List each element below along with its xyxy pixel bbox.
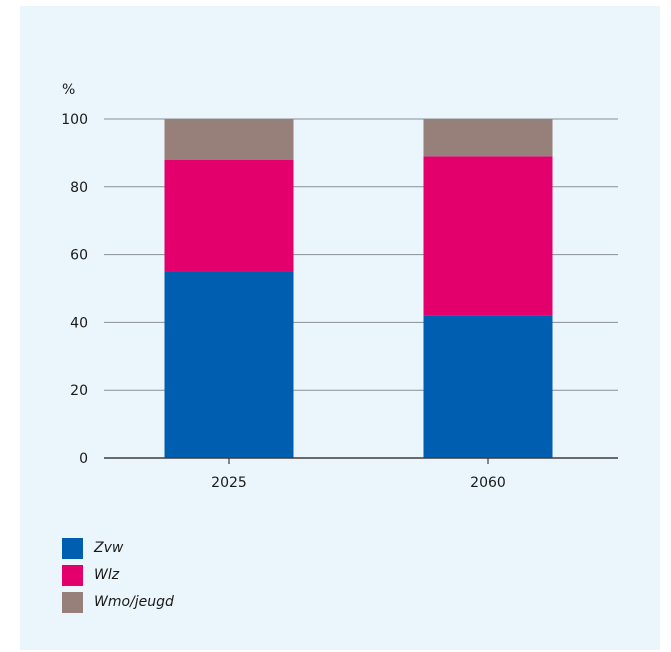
legend-label-zvw: Zvw — [94, 540, 124, 556]
y-tick-label-60: 60 — [70, 248, 88, 264]
legend-swatch-wlz — [62, 564, 83, 586]
legend-label-wmo-jeugd: Wmo/jeugd — [94, 594, 174, 610]
bar-2025-wmo-jeugd — [164, 119, 294, 160]
legend-swatch-zvw — [62, 537, 83, 559]
bar-2060-zvw — [423, 315, 553, 458]
x-tick-label-2060: 2060 — [470, 475, 506, 491]
bar-2025-wlz — [164, 159, 294, 272]
bar-2025-zvw — [164, 271, 294, 458]
legend-item-zvw: Zvw — [62, 536, 174, 560]
bar-2060-wlz — [423, 156, 553, 316]
x-tick-label-2025: 2025 — [211, 475, 247, 491]
legend-swatch-wmo-jeugd — [62, 591, 83, 613]
y-tick-label-40: 40 — [70, 315, 88, 331]
legend: Zvw Wlz Wmo/jeugd — [62, 536, 174, 617]
legend-label-wlz: Wlz — [94, 567, 120, 583]
y-tick-label-20: 20 — [70, 383, 88, 399]
bars — [164, 119, 553, 458]
chart-panel — [20, 6, 660, 650]
y-tick-label-80: 80 — [70, 180, 88, 196]
axes: 0 20 40 60 80 100 2025 2060 — [61, 112, 618, 491]
legend-item-wmo-jeugd: Wmo/jeugd — [62, 590, 174, 614]
y-tick-label-100: 100 — [61, 112, 88, 128]
legend-item-wlz: Wlz — [62, 563, 174, 587]
y-axis-label: % — [62, 82, 75, 98]
y-tick-label-0: 0 — [79, 451, 88, 467]
bar-2060-wmo-jeugd — [423, 119, 553, 157]
